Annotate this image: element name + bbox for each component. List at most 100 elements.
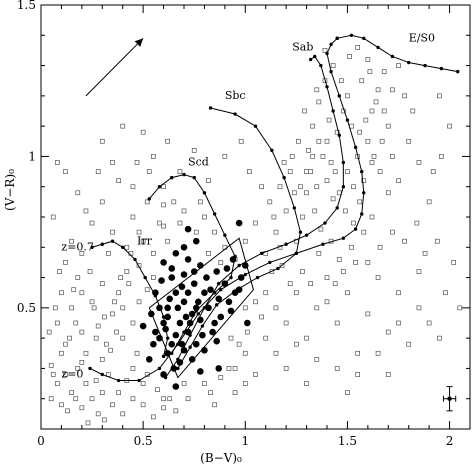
open-square-point (171, 199, 177, 205)
open-square-point (95, 169, 101, 174)
filled-circle-point (176, 319, 184, 327)
reddening-arrow-line (85, 37, 144, 97)
open-square-point (343, 208, 348, 214)
open-square-point (324, 275, 330, 280)
track-point (170, 175, 174, 180)
open-square-point (322, 48, 328, 53)
open-square-point (310, 154, 316, 159)
open-square-point (281, 160, 287, 165)
open-square-point (59, 402, 64, 408)
filled-circle-point (166, 295, 173, 303)
open-square-point (89, 299, 95, 305)
open-square-point (338, 78, 344, 84)
open-square-point (52, 305, 58, 311)
open-square-point (324, 138, 330, 144)
open-square-point (232, 366, 238, 371)
open-square-point (414, 220, 420, 226)
open-square-point (181, 381, 187, 386)
open-square-point (110, 311, 115, 317)
open-square-point (355, 372, 360, 377)
open-square-point (116, 290, 121, 296)
open-square-point (63, 341, 68, 347)
filled-circle-point (213, 337, 220, 345)
open-square-point (193, 229, 199, 235)
open-square-point (277, 184, 283, 190)
open-square-point (287, 169, 293, 174)
open-square-point (140, 238, 146, 244)
open-square-point (287, 281, 293, 286)
track-point (345, 118, 350, 122)
open-square-point (93, 378, 99, 383)
open-square-point (334, 129, 340, 135)
track-point (276, 266, 280, 271)
filled-circle-point (215, 295, 223, 303)
open-square-point (99, 356, 105, 362)
open-square-point (385, 372, 391, 377)
track-point (321, 242, 325, 246)
open-square-point (120, 123, 126, 129)
track-point (116, 378, 121, 383)
filled-circle-point (186, 319, 194, 327)
open-square-point (320, 154, 326, 159)
open-square-point (93, 335, 99, 341)
track-point (200, 324, 205, 328)
open-square-point (110, 402, 115, 408)
filled-circle-point (188, 310, 196, 318)
open-square-point (273, 229, 279, 235)
track-point (376, 45, 380, 50)
track-point (341, 236, 346, 240)
open-square-point (302, 108, 307, 114)
filled-circle-point (190, 268, 198, 275)
track-point (88, 366, 92, 371)
filled-circle-point (192, 340, 200, 348)
x-axis-label: (B−V)₀ (200, 451, 242, 465)
track-point (182, 172, 186, 177)
open-square-point (242, 381, 248, 386)
filled-circle-point (215, 365, 223, 372)
filled-circle-point (213, 268, 220, 275)
track-point (100, 372, 104, 377)
open-square-point (336, 190, 342, 196)
filled-circle-point (197, 316, 204, 324)
track-point (259, 251, 264, 256)
open-square-point (95, 323, 101, 329)
open-square-point (118, 275, 124, 280)
open-square-point (67, 335, 72, 341)
open-square-point (361, 229, 367, 235)
track-point (165, 336, 170, 340)
open-square-point (312, 208, 318, 214)
open-square-point (130, 396, 136, 402)
open-square-point (206, 178, 211, 184)
open-square-point (294, 341, 299, 347)
open-square-point (54, 160, 60, 165)
open-square-point (57, 269, 62, 274)
open-square-point (87, 269, 93, 274)
open-square-point (390, 229, 395, 235)
plot-frame (40, 4, 471, 430)
filled-circle-point (192, 237, 200, 245)
filled-circle-point (184, 289, 192, 297)
open-square-point (283, 208, 289, 214)
filled-circle-point (180, 271, 188, 278)
track-point (182, 330, 186, 334)
open-square-point (206, 250, 211, 256)
track-point (353, 227, 358, 231)
open-square-point (334, 320, 340, 326)
open-square-point (79, 290, 85, 296)
x-tick-label: 2 (446, 434, 454, 448)
filled-circle-point (197, 262, 204, 269)
open-square-point (296, 138, 301, 144)
filled-circle-point (176, 359, 184, 366)
open-square-point (332, 169, 338, 174)
track-point (217, 281, 221, 286)
open-square-point (330, 196, 336, 202)
open-square-point (75, 190, 81, 196)
open-square-point (349, 244, 354, 250)
open-square-point (161, 405, 166, 411)
filled-circle-point (172, 289, 180, 297)
open-square-point (226, 366, 232, 371)
track-point (423, 63, 427, 68)
x-tick-label: 1.5 (338, 434, 357, 448)
open-square-point (314, 184, 320, 190)
open-square-point (140, 129, 146, 135)
